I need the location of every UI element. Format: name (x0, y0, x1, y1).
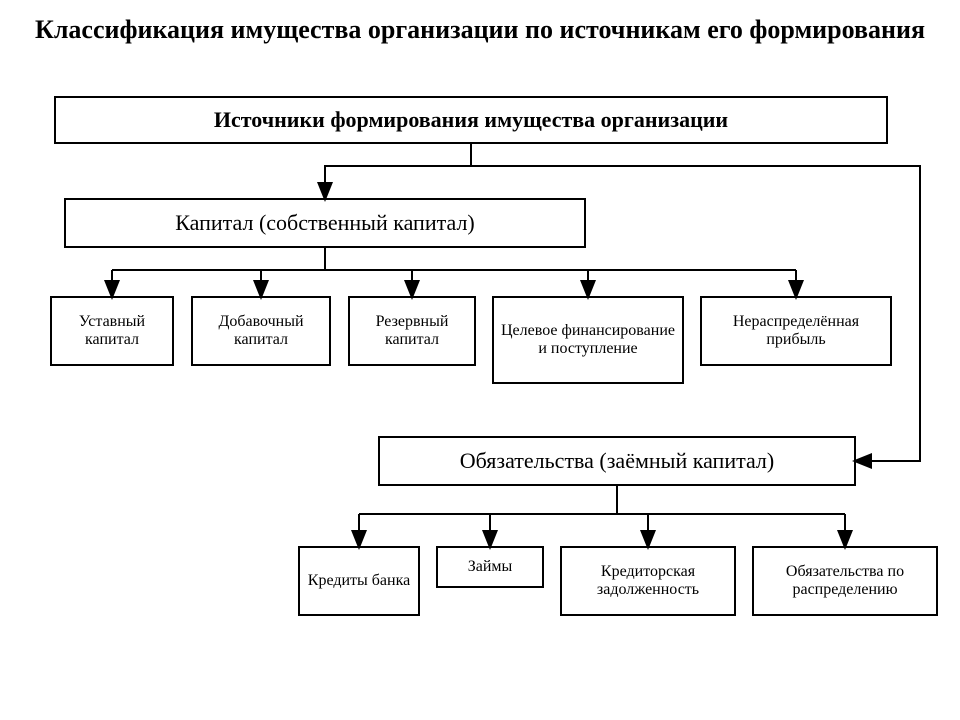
edges-layer (0, 0, 960, 720)
